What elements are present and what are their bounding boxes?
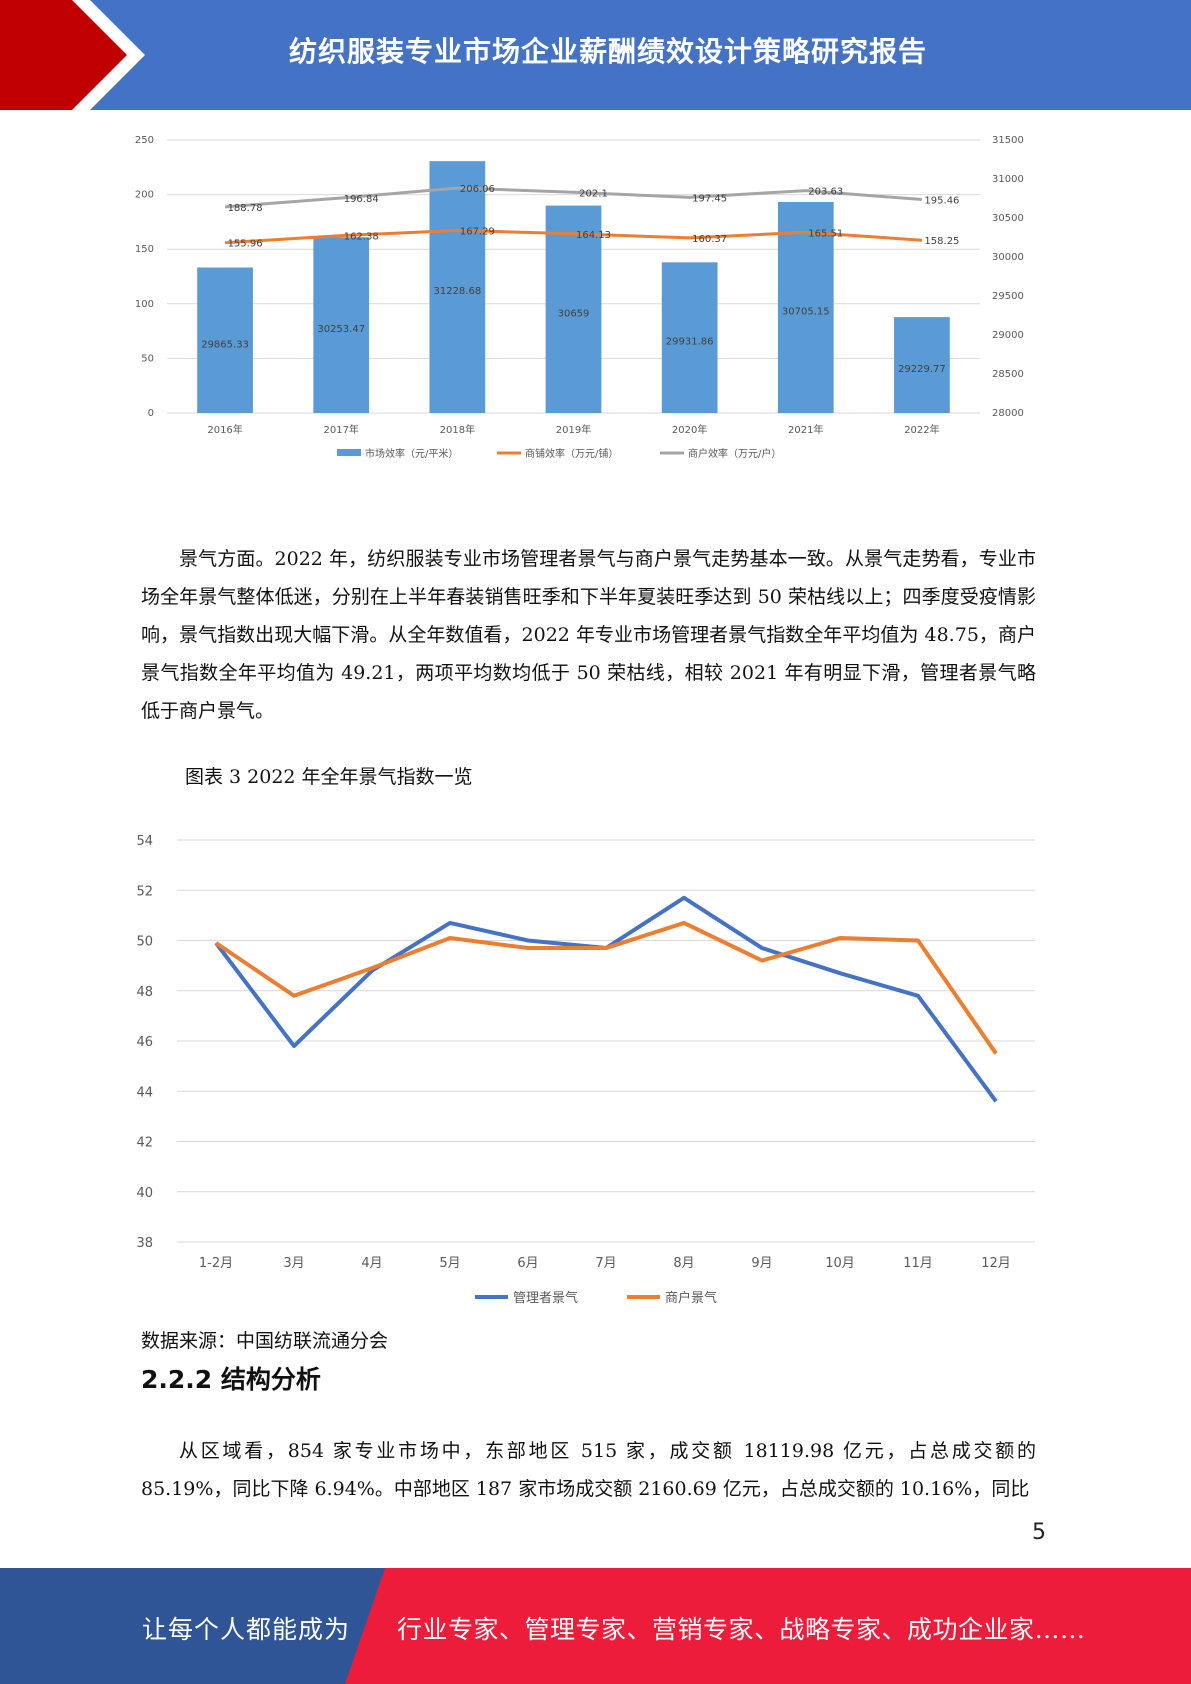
x-tick-label: 2016年 <box>207 423 242 436</box>
line-data-label: 206.06 <box>460 184 495 195</box>
report-title: 纺织服装专业市场企业薪酬绩效设计策略研究报告 <box>288 35 927 68</box>
x-tick-label: 12月 <box>981 1256 1011 1271</box>
x-tick-label: 4月 <box>361 1256 382 1271</box>
bar <box>661 262 718 413</box>
legend-label: 商铺效率（万元/铺） <box>525 447 618 460</box>
bar <box>545 205 602 413</box>
x-tick-label: 2017年 <box>323 423 358 436</box>
page-number: 5 <box>1032 1520 1046 1545</box>
bar <box>197 267 253 413</box>
x-tick-label: 5月 <box>439 1256 460 1271</box>
bar <box>313 237 370 413</box>
x-tick-label: 10月 <box>825 1256 855 1271</box>
paragraph-sentiment: 景气方面。2022 年，纺织服装专业市场管理者景气与商户景气走势基本一致。从景气… <box>141 548 1036 722</box>
page-footer: 让每个人都能成为 行业专家、管理专家、营销专家、战略专家、成功企业家…… <box>0 1568 1191 1684</box>
x-tick-label: 9月 <box>751 1256 772 1271</box>
legend-label: 商户效率（万元/户） <box>688 447 781 460</box>
bar-data-label: 29865.33 <box>201 339 249 350</box>
y-right-tick-label: 31000 <box>992 174 1024 185</box>
x-tick-label: 3月 <box>283 1256 304 1271</box>
line-data-label: 158.25 <box>924 236 959 247</box>
line-data-label: 195.46 <box>924 196 959 207</box>
series-line <box>214 895 998 1103</box>
x-tick-label: 2018年 <box>440 423 475 436</box>
line-data-label: 203.63 <box>808 187 843 198</box>
x-tick-label: 11月 <box>903 1256 933 1271</box>
y-tick-label: 42 <box>136 1136 153 1151</box>
y-tick-label: 46 <box>136 1035 153 1050</box>
header-chevron-decoration <box>0 0 145 110</box>
bar <box>894 317 950 413</box>
efficiency-combo-chart: 0 50 100 150 200 250 28000 28500 29000 29500 30000… <box>135 135 1024 460</box>
legend-label: 商户景气 <box>665 1290 717 1306</box>
y-right-tick-label: 30500 <box>992 213 1024 224</box>
legend-label: 管理者景气 <box>513 1290 578 1306</box>
y-left-tick-label: 50 <box>141 353 154 364</box>
line-data-label: 162.38 <box>344 232 379 243</box>
line-data-label: 167.29 <box>460 226 495 237</box>
sentiment-index-line-chart: 38 40 42 44 46 48 50 52 54 1-2月 3月 4月 5月 6月 7月 8月 9月 10月 1… <box>136 834 1035 1306</box>
bar-data-label: 30659 <box>558 308 590 319</box>
y-tick-label: 54 <box>136 834 153 849</box>
line-data-label: 155.96 <box>228 239 263 250</box>
bar <box>429 161 486 413</box>
page-header: 纺织服装专业市场企业薪酬绩效设计策略研究报告 <box>0 0 1191 110</box>
x-tick-label: 2019年 <box>556 423 591 436</box>
data-source: 数据来源：中国纺联流通分会 <box>141 1330 389 1352</box>
x-tick-label: 8月 <box>673 1256 694 1271</box>
line-data-label: 202.1 <box>579 188 608 199</box>
legend-swatch <box>337 449 361 456</box>
y-right-tick-label: 29000 <box>992 330 1024 341</box>
bar <box>777 201 834 413</box>
y-tick-label: 40 <box>136 1186 153 1201</box>
line-data-label: 188.78 <box>228 203 263 214</box>
x-tick-label: 2021年 <box>788 423 823 436</box>
y-right-tick-label: 28000 <box>992 408 1024 419</box>
x-tick-label: 1-2月 <box>199 1256 233 1271</box>
bar-data-label: 30705.15 <box>782 306 830 317</box>
y-left-tick-label: 250 <box>135 135 154 146</box>
y-right-tick-label: 28500 <box>992 369 1024 380</box>
y-left-tick-label: 200 <box>135 190 154 201</box>
y-right-tick-label: 30000 <box>992 252 1024 263</box>
bar-data-label: 29229.77 <box>898 364 946 375</box>
line-data-label: 164.13 <box>576 230 611 241</box>
series-line <box>224 228 923 245</box>
line-data-label: 196.84 <box>344 194 379 205</box>
paragraph-structure: 从区域看，854 家专业市场中，东部地区 515 家，成交额 18119.98 … <box>141 1440 1036 1500</box>
y-tick-label: 44 <box>136 1085 153 1100</box>
y-tick-label: 52 <box>136 884 153 899</box>
y-left-tick-label: 100 <box>135 299 154 310</box>
y-tick-label: 38 <box>136 1236 153 1251</box>
y-left-tick-label: 0 <box>148 408 154 419</box>
y-tick-label: 50 <box>136 935 153 950</box>
legend-label: 市场效率（元/平米） <box>365 447 458 460</box>
footer-slogan-right: 行业专家、管理专家、营销专家、战略专家、成功企业家…… <box>397 1615 1086 1644</box>
line-data-label: 160.37 <box>692 234 727 245</box>
line-data-label: 197.45 <box>692 193 727 204</box>
x-tick-label: 6月 <box>517 1256 538 1271</box>
bar-data-label: 30253.47 <box>317 324 365 335</box>
y-right-tick-label: 31500 <box>992 135 1024 146</box>
chart-caption: 图表 3 2022 年全年景气指数一览 <box>185 766 473 788</box>
bar-data-label: 29931.86 <box>666 337 714 348</box>
section-heading: 2.2.2 结构分析 <box>141 1365 321 1394</box>
series-line <box>224 186 923 209</box>
series-line <box>214 920 998 1055</box>
footer-slogan-left: 让每个人都能成为 <box>142 1615 351 1644</box>
y-left-tick-label: 150 <box>135 244 154 255</box>
x-tick-label: 7月 <box>595 1256 616 1271</box>
y-tick-label: 48 <box>136 985 153 1000</box>
footer-background <box>0 1568 1191 1684</box>
x-tick-label: 2022年 <box>904 423 939 436</box>
line-data-label: 165.51 <box>808 228 843 239</box>
bar-data-label: 31228.68 <box>433 286 481 297</box>
x-tick-label: 2020年 <box>672 423 707 436</box>
y-right-tick-label: 29500 <box>992 291 1024 302</box>
